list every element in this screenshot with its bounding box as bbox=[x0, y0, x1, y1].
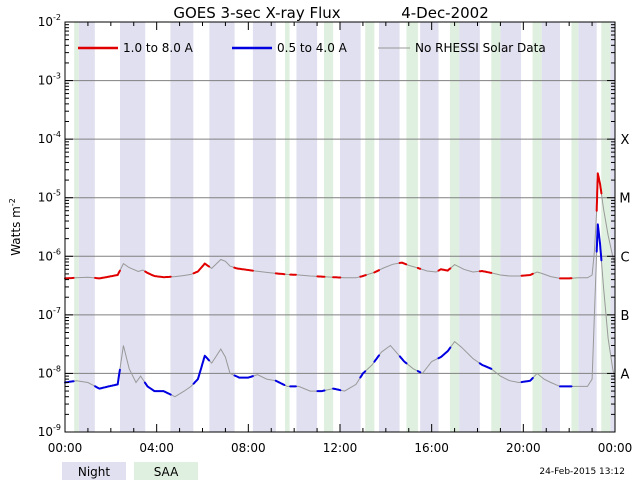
night-band bbox=[500, 22, 522, 432]
saa-band bbox=[601, 22, 611, 432]
night-band bbox=[541, 22, 560, 432]
night-band bbox=[170, 22, 194, 432]
y-axis: 10-9 10-8 10-7 10-6 10-5 10-4 10-3 10-2 bbox=[38, 13, 615, 439]
flare-class-labels: A B C M X bbox=[619, 133, 630, 382]
flare-class-B: B bbox=[621, 309, 630, 324]
night-band bbox=[296, 22, 318, 432]
night-band bbox=[578, 22, 597, 432]
chart-date: 4-Dec-2002 bbox=[401, 4, 489, 22]
y-tick-label: 10-8 bbox=[38, 364, 61, 380]
chart-title: GOES 3-sec X-ray Flux bbox=[173, 4, 340, 22]
x-tick-label: 16:00 bbox=[414, 441, 449, 455]
saa-band bbox=[406, 22, 418, 432]
night-band bbox=[610, 22, 615, 432]
x-tick-label: 00:00 bbox=[48, 441, 83, 455]
x-tick-label: 20:00 bbox=[506, 441, 541, 455]
y-tick-label: 10-9 bbox=[38, 423, 61, 439]
night-band bbox=[209, 22, 235, 432]
y-tick-label: 10-2 bbox=[38, 13, 61, 29]
legend: 1.0 to 8.0 A 0.5 to 4.0 A No RHESSI Solar … bbox=[78, 41, 546, 55]
saa-band bbox=[285, 22, 290, 432]
legend-label: No RHESSI Solar Data bbox=[415, 41, 546, 55]
saa-band bbox=[323, 22, 334, 432]
x-tick-label: 00:00 bbox=[598, 441, 633, 455]
saa-band bbox=[532, 22, 542, 432]
y-tick-label: 10-4 bbox=[38, 130, 61, 146]
x-axis: 00:00 04:00 08:00 12:00 16:00 20:00 00:00 bbox=[48, 22, 633, 455]
bottom-legend-swatch bbox=[134, 462, 198, 480]
flare-class-X: X bbox=[621, 133, 630, 148]
y-tick-label: 10-3 bbox=[38, 72, 61, 88]
flare-class-M: M bbox=[619, 192, 630, 207]
x-tick-label: 08:00 bbox=[231, 441, 266, 455]
timestamp: 24-Feb-2015 13:12 bbox=[539, 467, 625, 477]
saa-band bbox=[571, 22, 579, 432]
night-band bbox=[120, 22, 146, 432]
saa-band bbox=[491, 22, 501, 432]
flare-class-A: A bbox=[621, 367, 630, 382]
night-band bbox=[78, 22, 95, 432]
saa-band bbox=[74, 22, 79, 432]
series-line-0 bbox=[64, 172, 603, 280]
y-axis-label: Watts m-2 bbox=[8, 198, 23, 256]
bottom-legend-label: SAA bbox=[154, 465, 179, 479]
gridlines bbox=[65, 80, 615, 374]
night-band bbox=[420, 22, 439, 432]
bottom-legend-swatch bbox=[62, 462, 126, 480]
bottom-legend: Night SAA bbox=[62, 462, 198, 480]
saa-band bbox=[365, 22, 375, 432]
x-tick-label: 12:00 bbox=[323, 441, 358, 455]
legend-label: 1.0 to 8.0 A bbox=[123, 41, 194, 55]
flare-class-C: C bbox=[620, 250, 629, 265]
night-band bbox=[340, 22, 361, 432]
saa-band bbox=[450, 22, 460, 432]
y-tick-label: 10-6 bbox=[38, 247, 61, 263]
bottom-legend-label: Night bbox=[78, 465, 111, 479]
x-tick-label: 04:00 bbox=[139, 441, 174, 455]
background-bands bbox=[74, 22, 615, 432]
legend-label: 0.5 to 4.0 A bbox=[277, 41, 348, 55]
night-band bbox=[378, 22, 400, 432]
night-band bbox=[252, 22, 276, 432]
y-tick-label: 10-7 bbox=[38, 306, 61, 322]
y-tick-label: 10-5 bbox=[38, 189, 61, 205]
night-band bbox=[459, 22, 480, 432]
